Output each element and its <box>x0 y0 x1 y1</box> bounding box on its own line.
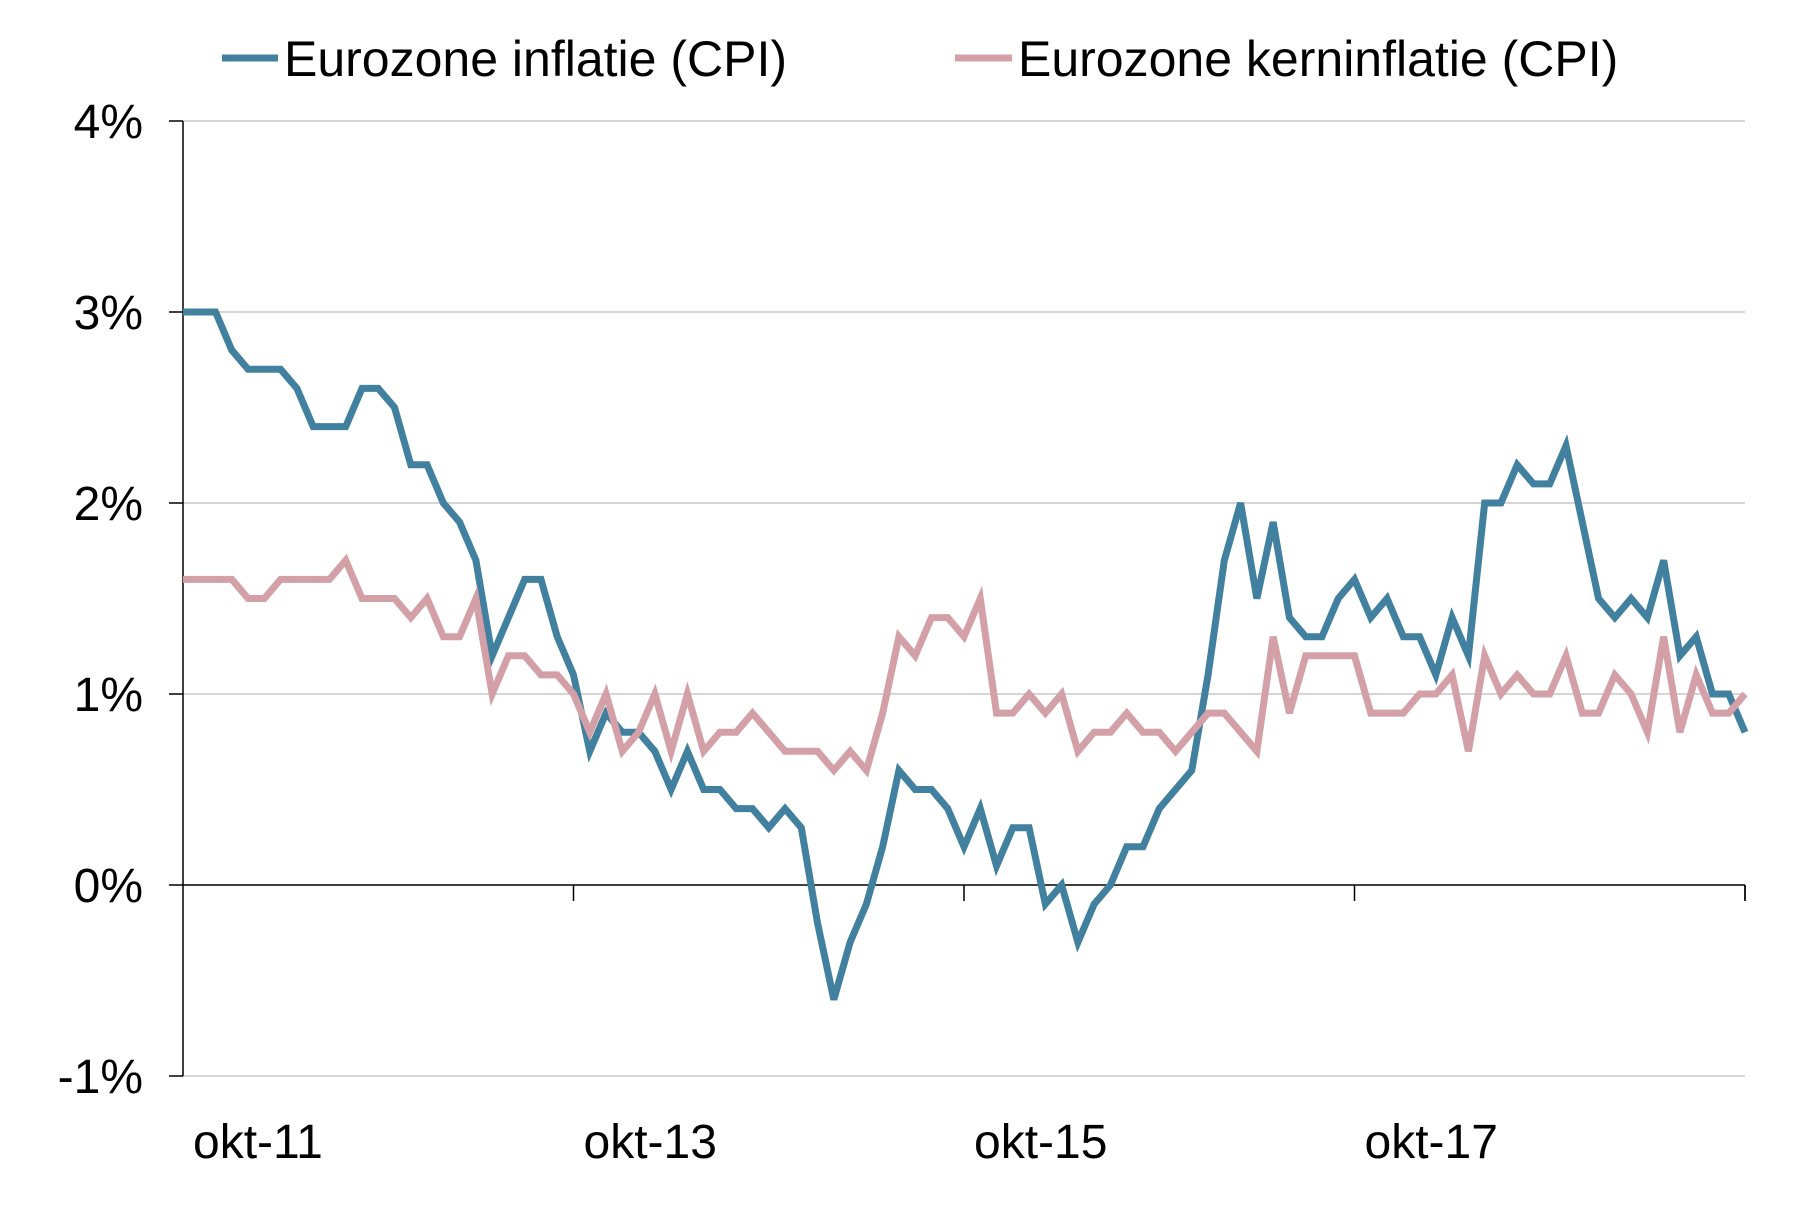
x-tick-labels: okt-11 okt-13 okt-15 okt-17 <box>193 1116 1498 1169</box>
y-tick-label: 4% <box>74 96 143 149</box>
x-tick-label: okt-15 <box>974 1116 1107 1169</box>
series-line-1 <box>183 308 1749 1001</box>
legend: Eurozone inflatie (CPI) Eurozone kerninfl… <box>222 31 1618 87</box>
x-tick-label: okt-17 <box>1365 1116 1498 1169</box>
y-tick-label: -1% <box>58 1051 143 1104</box>
series-line-2 <box>183 553 1748 778</box>
x-tick-label: okt-13 <box>584 1116 717 1169</box>
axes <box>169 120 1746 1077</box>
legend-label: Eurozone inflatie (CPI) <box>284 31 787 87</box>
legend-label: Eurozone kerninflatie (CPI) <box>1018 31 1618 87</box>
x-tick-label: okt-11 <box>193 1116 323 1169</box>
series-lines <box>183 308 1749 1001</box>
y-tick-label: 0% <box>74 860 143 913</box>
y-tick-label: 1% <box>74 669 143 722</box>
y-tick-label: 3% <box>74 287 143 340</box>
grid-lines <box>183 120 1745 1077</box>
y-tick-label: 2% <box>74 478 143 531</box>
y-tick-labels: -1% 0% 1% 2% 3% 4% <box>58 96 143 1104</box>
